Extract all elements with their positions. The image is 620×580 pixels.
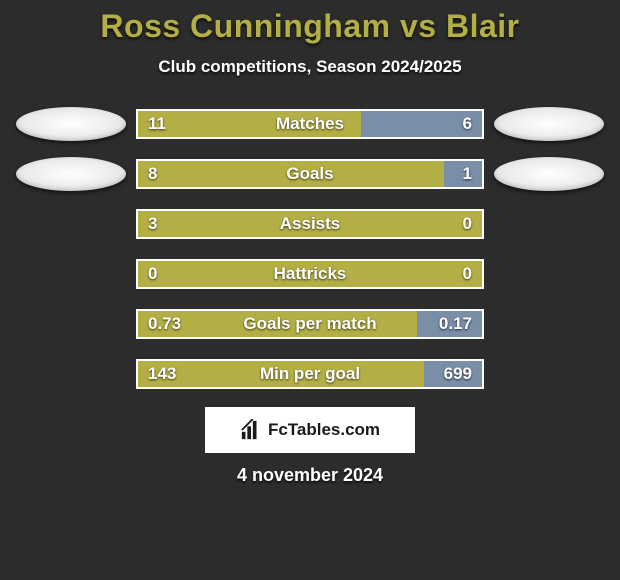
stat-row: Assists30 [0,207,620,241]
avatar-spacer [494,357,604,391]
player-left-avatar [16,107,126,141]
bar-right-segment [417,311,482,337]
avatar-spacer [16,207,126,241]
stat-row: Min per goal143699 [0,357,620,391]
bar-chart-icon [240,419,262,441]
stat-row: Matches116 [0,107,620,141]
stat-row: Goals per match0.730.17 [0,307,620,341]
bar-right-segment [361,111,482,137]
avatar-spacer [16,257,126,291]
bar-left-segment [138,311,417,337]
player-right-avatar [494,107,604,141]
bar-right-segment [444,161,482,187]
avatar-spacer [494,207,604,241]
avatar-spacer [16,307,126,341]
bar-left-segment [138,261,482,287]
player-left-avatar [16,157,126,191]
stat-row: Hattricks00 [0,257,620,291]
bar-left-segment [138,161,444,187]
source-badge: FcTables.com [205,407,415,453]
subtitle: Club competitions, Season 2024/2025 [0,57,620,77]
stat-rows: Matches116 Goals81 Assists30 Hattricks00 Goa… [0,107,620,391]
player-right-avatar [494,157,604,191]
stat-bar: Goals per match0.730.17 [136,309,484,339]
stat-bar: Goals81 [136,159,484,189]
avatar-spacer [494,307,604,341]
bar-left-segment [138,361,424,387]
stat-bar: Min per goal143699 [136,359,484,389]
avatar-spacer [16,357,126,391]
stat-bar: Matches116 [136,109,484,139]
page-title: Ross Cunningham vs Blair [0,8,620,45]
bar-right-segment [424,361,482,387]
badge-text: FcTables.com [268,420,380,440]
stat-row: Goals81 [0,157,620,191]
comparison-card: Ross Cunningham vs Blair Club competitio… [0,0,620,486]
avatar-spacer [494,257,604,291]
stat-bar: Assists30 [136,209,484,239]
bar-left-segment [138,111,361,137]
bar-left-segment [138,211,482,237]
stat-bar: Hattricks00 [136,259,484,289]
date: 4 november 2024 [0,465,620,486]
